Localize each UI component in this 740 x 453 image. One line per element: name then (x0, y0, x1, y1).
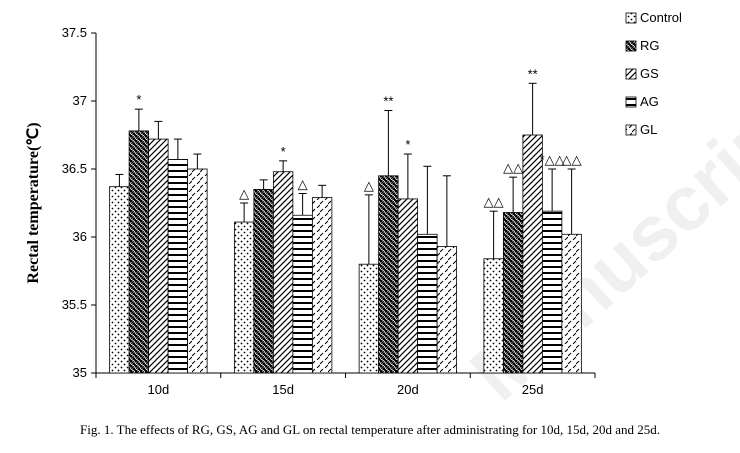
legend-label-gl: GL (640, 122, 657, 137)
bar-gl-15d (311, 197, 333, 374)
legend-label-gs: GS (640, 66, 659, 81)
significance-annotations: *△*△ △***△△△△***△△△△ (136, 66, 581, 209)
legend-swatch-rg (625, 40, 637, 52)
bar-ag-20d (417, 233, 438, 374)
bar-rg-25d (502, 212, 524, 374)
x-tick-label: 20d (397, 382, 419, 397)
significance-mark: △ (364, 178, 374, 193)
y-tick-label: 36.5 (62, 161, 87, 176)
bar-rg-10d (128, 130, 150, 374)
bar-rg-15d (253, 188, 274, 374)
bar-gs-15d (272, 171, 294, 374)
significance-mark: * (136, 92, 141, 107)
bar-rg-20d (378, 175, 399, 374)
legend-label-ag: AG (640, 94, 659, 109)
error-bars (115, 82, 576, 265)
bar-gl-25d (561, 233, 582, 374)
significance-mark: △△ (562, 152, 582, 167)
significance-mark: △△ (484, 194, 504, 209)
significance-mark: * (405, 137, 410, 152)
bar-gs-20d (397, 198, 419, 374)
bars (109, 130, 582, 374)
figure-caption: Fig. 1. The effects of RG, GS, AG and GL… (80, 422, 660, 437)
bar-chart: 35 35.5 36 36.5 37 37.5 Rectal temperature(℃) 1… (25, 10, 682, 397)
bar-gl-10d (187, 168, 208, 374)
axes: 35 35.5 36 36.5 37 37.5 Rectal temperature(℃) 1… (25, 25, 596, 397)
y-tick-label: 36 (73, 229, 87, 244)
bar-gs-10d (148, 138, 169, 374)
bar-control-20d (358, 263, 380, 374)
legend: Control RG GS AG GL (625, 10, 682, 137)
legend-swatch-gl (625, 124, 637, 136)
y-tick-label: 37 (73, 93, 87, 108)
significance-mark: * (281, 144, 286, 159)
significance-mark: △△ (503, 160, 523, 175)
legend-label-rg: RG (640, 38, 660, 53)
bar-control-15d (233, 221, 255, 374)
legend-swatch-ag (625, 96, 637, 108)
bar-ag-10d (167, 159, 189, 374)
bar-gs-25d (522, 134, 543, 374)
significance-mark: ** (383, 94, 393, 109)
y-tick-label: 35.5 (62, 297, 87, 312)
y-tick-label: 37.5 (62, 25, 87, 40)
y-tick-label: 35 (73, 365, 87, 380)
significance-mark: △ (239, 186, 249, 201)
x-tick-label: 10d (148, 382, 170, 397)
significance-mark: *△△ (540, 152, 565, 167)
bar-gl-20d (436, 246, 458, 374)
bar-ag-15d (292, 214, 313, 374)
legend-swatch-gs (625, 68, 637, 80)
bar-control-10d (109, 186, 130, 374)
significance-mark: △ (298, 176, 308, 191)
x-tick-label: 15d (272, 382, 294, 397)
y-axis-title: Rectal temperature(℃) (25, 122, 42, 283)
legend-swatch-control (625, 12, 637, 24)
significance-mark: ** (528, 66, 538, 81)
bar-control-25d (483, 258, 504, 374)
legend-label-control: Control (640, 10, 682, 25)
bar-ag-25d (541, 210, 563, 374)
x-tick-label: 25d (522, 382, 544, 397)
